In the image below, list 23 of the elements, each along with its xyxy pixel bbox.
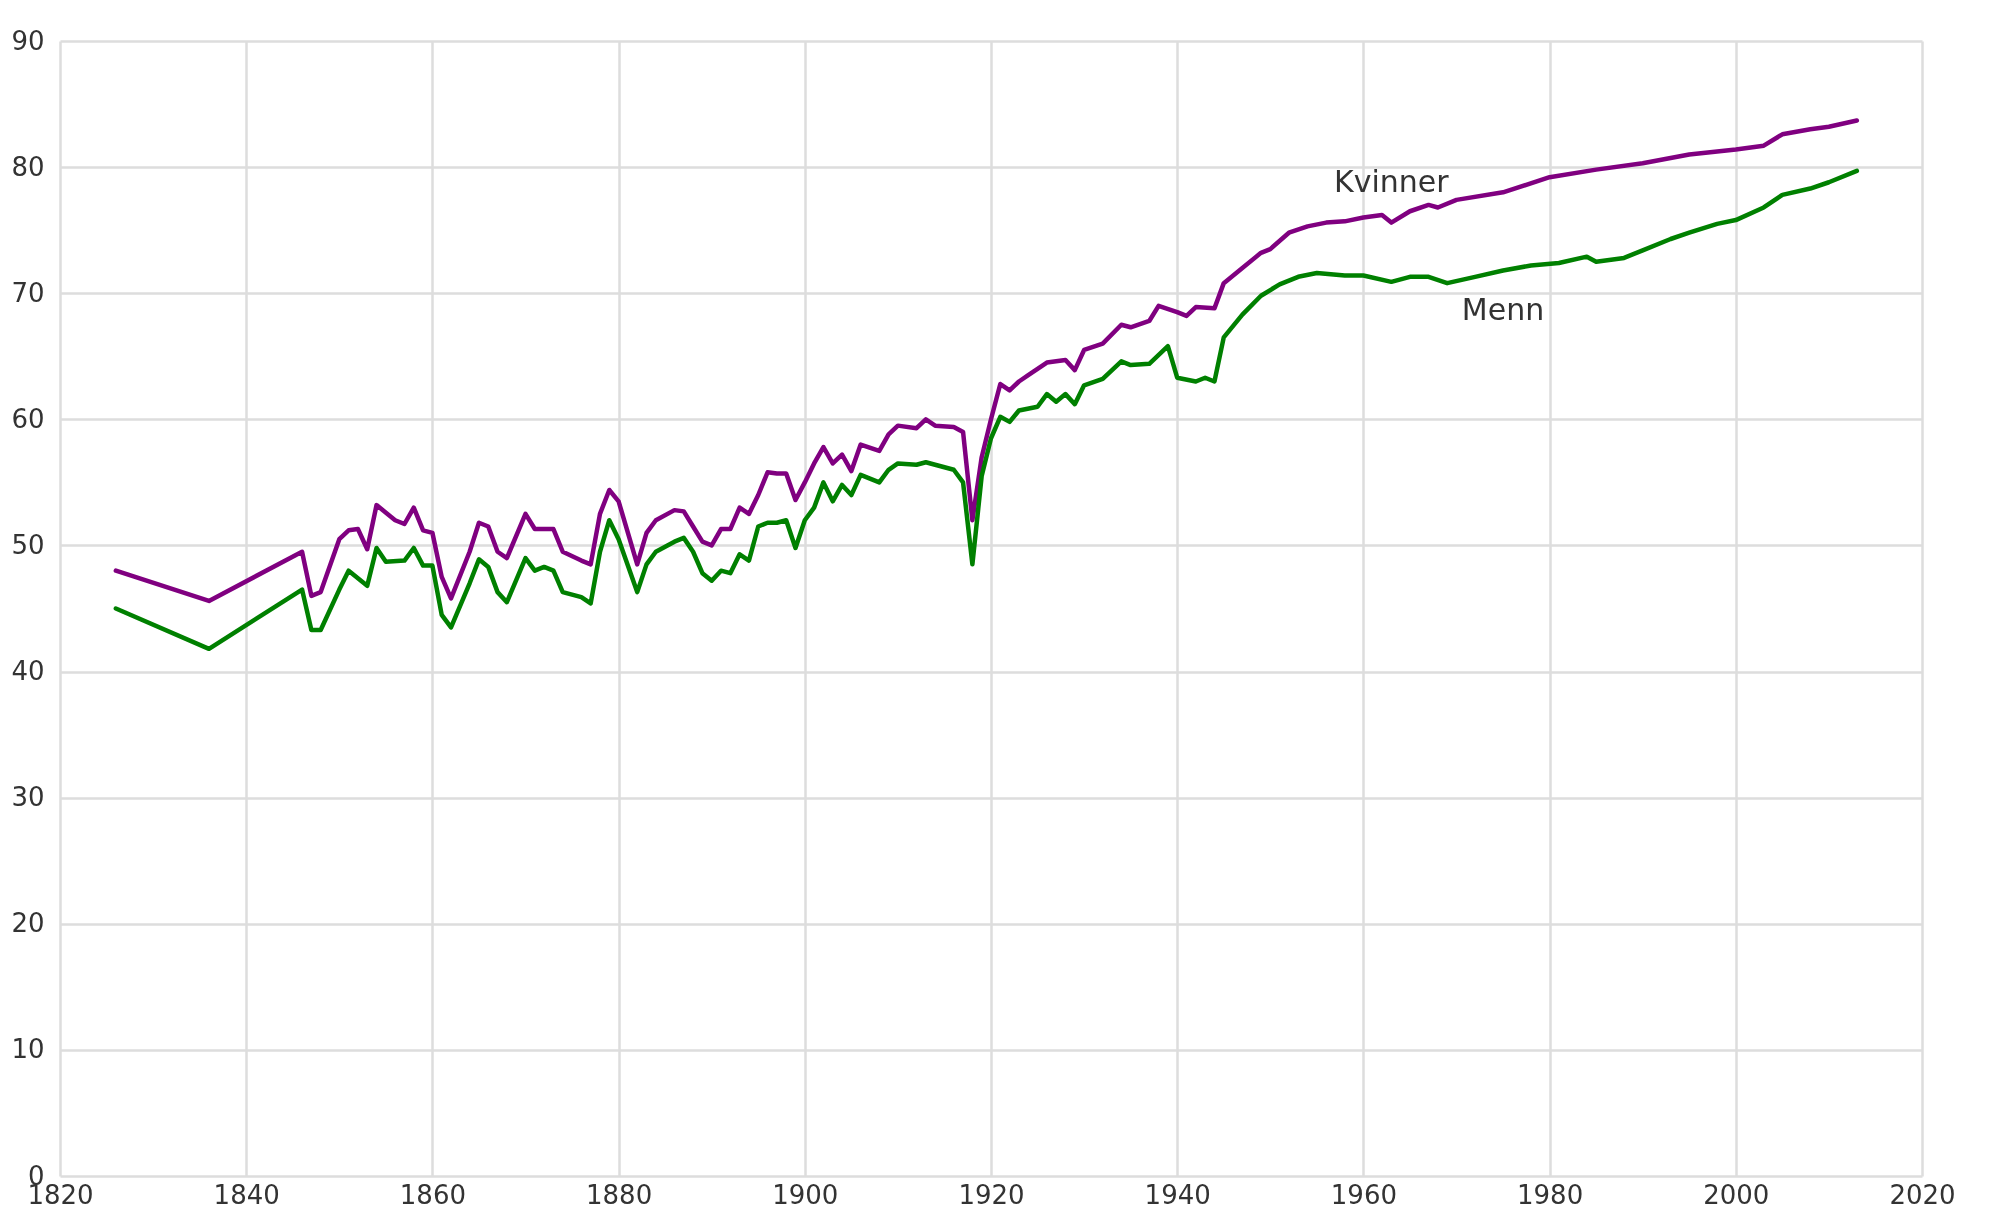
- series-label: Kvinner: [1334, 163, 1450, 199]
- x-tick-label: 1960: [1330, 1179, 1397, 1210]
- y-tick-label: 70: [11, 277, 45, 308]
- x-tick-label: 1900: [772, 1179, 839, 1210]
- x-tick-label: 1840: [213, 1179, 280, 1210]
- x-tick-label: 1920: [958, 1179, 1025, 1210]
- y-tick-label: 50: [11, 529, 45, 560]
- x-tick-label: 2020: [1889, 1179, 1956, 1210]
- line-series: [113, 118, 1860, 604]
- y-tick-label: 20: [11, 908, 45, 939]
- y-tick-label: 80: [11, 151, 45, 182]
- x-tick-label: 1940: [1144, 1179, 1211, 1210]
- x-tick-label: 1980: [1517, 1179, 1584, 1210]
- x-tick-label: 1860: [399, 1179, 466, 1210]
- y-tick-label: 90: [11, 25, 45, 56]
- series-label: Menn: [1461, 291, 1545, 327]
- x-tick-label: 1880: [586, 1179, 653, 1210]
- y-tick-label: 10: [11, 1034, 45, 1065]
- line-series: [113, 168, 1860, 652]
- y-tick-label: 60: [11, 403, 45, 434]
- y-tick-label: 40: [11, 656, 45, 687]
- y-tick-label: 30: [11, 782, 45, 813]
- x-tick-label: 2000: [1703, 1179, 1770, 1210]
